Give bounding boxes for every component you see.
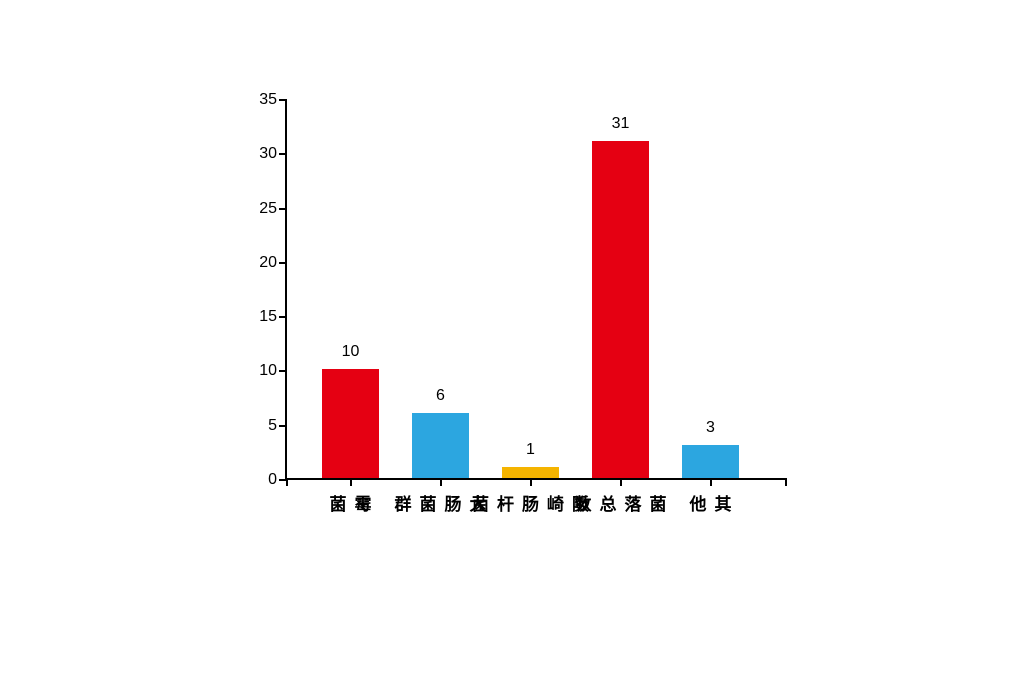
- x-category-label: 霉菌: [324, 495, 374, 514]
- x-tick: [620, 478, 622, 486]
- y-axis-label: 20: [237, 254, 277, 272]
- y-axis-label: 0: [237, 471, 277, 489]
- x-tick: [440, 478, 442, 486]
- bar-chart: 1061313 05101520253035霉菌大肠菌群阪崎肠杆菌菌落总数其他: [245, 100, 785, 510]
- bar: [412, 413, 469, 478]
- x-category-label: 菌落总数: [569, 495, 669, 514]
- x-tick: [530, 478, 532, 486]
- x-tick: [710, 478, 712, 486]
- bar-value-label: 10: [342, 343, 360, 361]
- y-axis-label: 15: [237, 308, 277, 326]
- y-tick: [279, 370, 287, 372]
- y-tick: [279, 316, 287, 318]
- x-tick: [286, 478, 288, 486]
- bar: [502, 467, 559, 478]
- y-tick: [279, 425, 287, 427]
- bar: [592, 141, 649, 478]
- y-tick: [279, 153, 287, 155]
- bar-value-label: 6: [436, 387, 445, 405]
- bar-value-label: 31: [612, 115, 630, 133]
- y-axis-label: 10: [237, 362, 277, 380]
- y-tick: [279, 99, 287, 101]
- y-axis-label: 35: [237, 91, 277, 109]
- x-tick: [350, 478, 352, 486]
- x-axis-end-tick: [785, 478, 787, 486]
- y-tick: [279, 262, 287, 264]
- bar: [682, 445, 739, 478]
- y-tick: [279, 208, 287, 210]
- y-axis-label: 5: [237, 417, 277, 435]
- x-category-label: 其他: [684, 495, 734, 514]
- bar: [322, 369, 379, 478]
- bar-value-label: 1: [526, 441, 535, 459]
- bar-value-label: 3: [706, 419, 715, 437]
- y-axis-label: 30: [237, 145, 277, 163]
- y-axis-label: 25: [237, 200, 277, 218]
- plot-area: 10 6 1 31 3: [285, 100, 785, 480]
